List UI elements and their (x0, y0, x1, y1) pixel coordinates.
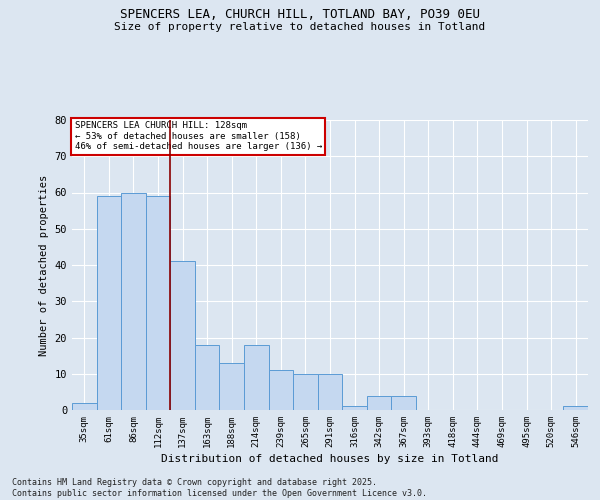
Text: SPENCERS LEA, CHURCH HILL, TOTLAND BAY, PO39 0EU: SPENCERS LEA, CHURCH HILL, TOTLAND BAY, … (120, 8, 480, 20)
Bar (97, 196, 121, 410)
Bar (195, 345, 220, 410)
Bar (367, 396, 391, 410)
Bar (342, 406, 367, 410)
Bar (244, 345, 269, 410)
Bar (220, 363, 244, 410)
Bar (170, 262, 195, 410)
Bar (293, 374, 318, 410)
X-axis label: Distribution of detached houses by size in Totland: Distribution of detached houses by size … (161, 454, 499, 464)
Bar (391, 396, 416, 410)
Bar (563, 406, 588, 410)
Bar (146, 196, 170, 410)
Bar (121, 192, 146, 410)
Text: Contains HM Land Registry data © Crown copyright and database right 2025.
Contai: Contains HM Land Registry data © Crown c… (12, 478, 427, 498)
Y-axis label: Number of detached properties: Number of detached properties (39, 174, 49, 356)
Bar (269, 370, 293, 410)
Bar (318, 374, 342, 410)
Text: SPENCERS LEA CHURCH HILL: 128sqm
← 53% of detached houses are smaller (158)
46% : SPENCERS LEA CHURCH HILL: 128sqm ← 53% o… (74, 122, 322, 151)
Text: Size of property relative to detached houses in Totland: Size of property relative to detached ho… (115, 22, 485, 32)
Bar (72, 403, 97, 410)
